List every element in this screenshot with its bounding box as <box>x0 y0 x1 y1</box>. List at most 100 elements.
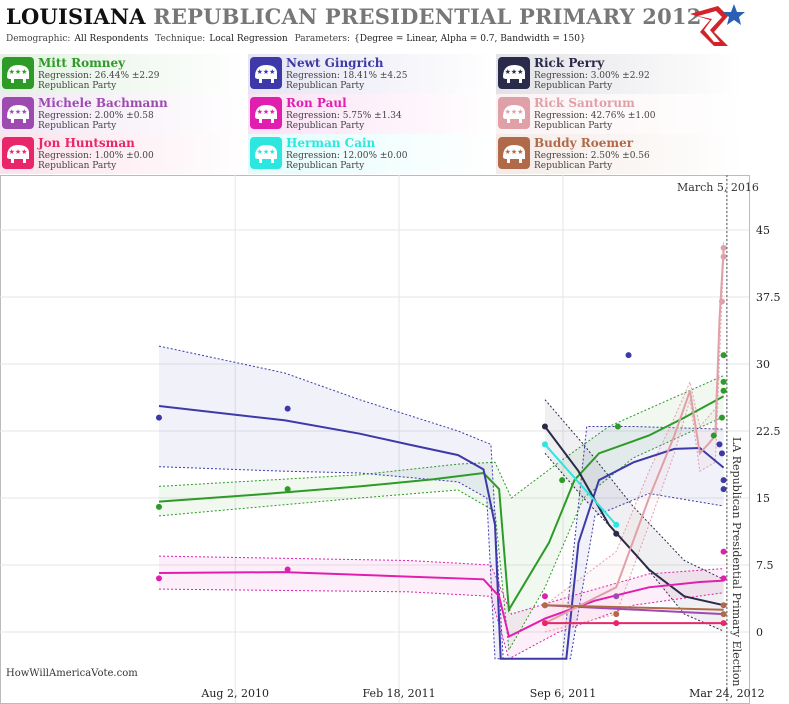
elephant-icon: ★★★ <box>2 137 34 169</box>
elephant-icon: ★★★ <box>250 137 282 169</box>
series-line <box>544 425 724 607</box>
technique-value: Local Regression <box>209 34 288 44</box>
candidate-name: Rick Santorum <box>534 96 635 110</box>
legend-item[interactable]: ★★★ Rick Santorum Regression: 42.76% ±1.00… <box>496 94 758 134</box>
demographic-label: Demographic: <box>6 34 71 44</box>
candidate-name: Jon Huntsman <box>38 136 135 150</box>
legend-item[interactable]: ★★★ Michele Bachmann Regression: 2.00% ±0.… <box>0 94 262 134</box>
y-tick-label: 45 <box>756 224 770 237</box>
x-tick-label: Aug 2, 2010 <box>200 687 269 700</box>
candidate-legend: ★★★ Mitt Romney Regression: 26.44% ±2.29 Re… <box>0 54 789 174</box>
confidence-band <box>159 556 724 659</box>
legend-item[interactable]: ★★★ Newt Gingrich Regression: 18.41% ±4.25… <box>248 54 510 94</box>
x-tick-label: Mar 24, 2012 <box>689 687 765 700</box>
band-upper-line <box>158 555 724 615</box>
candidate-regression: Regression: 26.44% ±2.29 <box>38 71 160 81</box>
candidate-name: Ron Paul <box>286 96 347 110</box>
data-point <box>613 611 620 618</box>
candidate-regression: Regression: 1.00% ±0.00 <box>38 151 154 161</box>
data-point <box>541 593 548 600</box>
data-point <box>541 620 548 627</box>
candidate-regression: Regression: 2.00% ±0.58 <box>38 111 154 121</box>
candidate-regression: Regression: 18.41% ±4.25 <box>286 71 408 81</box>
data-point <box>155 414 162 421</box>
elephant-icon: ★★★ <box>2 57 34 89</box>
candidate-party: Republican Party <box>534 81 613 91</box>
candidate-name: Buddy Roemer <box>534 136 634 150</box>
data-point <box>625 352 632 359</box>
legend-item[interactable]: ★★★ Jon Huntsman Regression: 1.00% ±0.00 Re… <box>0 134 262 174</box>
svg-text:★★★: ★★★ <box>257 148 276 156</box>
series-line <box>158 571 724 638</box>
parameters-label: Parameters: <box>294 34 351 44</box>
data-point <box>720 477 727 484</box>
data-point <box>541 441 548 448</box>
series-line <box>158 405 725 660</box>
candidate-regression: Regression: 42.76% ±1.00 <box>534 111 656 121</box>
data-point <box>720 575 727 582</box>
y-tick-label: 22.5 <box>756 425 781 438</box>
y-tick-label: 37.5 <box>756 291 781 304</box>
plot-frame <box>0 175 750 704</box>
legend-item[interactable]: ★★★ Buddy Roemer Regression: 2.50% ±0.56 Re… <box>496 134 758 174</box>
data-point <box>710 432 717 439</box>
data-point <box>720 253 727 260</box>
svg-text:★★★: ★★★ <box>505 108 524 116</box>
source-credit[interactable]: HowWillAmericaVote.com <box>6 668 138 679</box>
legend-item[interactable]: ★★★ Rick Perry Regression: 3.00% ±2.92 Repu… <box>496 54 758 94</box>
svg-text:★★★: ★★★ <box>505 148 524 156</box>
elephant-icon: ★★★ <box>498 137 530 169</box>
chart: LA Republican Presidential Primary Elect… <box>0 175 789 704</box>
header: LOUISIANA REPUBLICAN PRESIDENTIAL PRIMAR… <box>0 0 789 54</box>
data-point <box>284 486 291 493</box>
data-point <box>720 611 727 618</box>
candidate-party: Republican Party <box>286 81 365 91</box>
data-point <box>613 620 620 627</box>
candidate-name: Michele Bachmann <box>38 96 168 110</box>
data-point <box>720 387 727 394</box>
data-point <box>284 566 291 573</box>
page-title: LOUISIANA REPUBLICAN PRESIDENTIAL PRIMAR… <box>6 4 702 29</box>
data-point <box>614 423 621 430</box>
y-tick-label: 0 <box>756 626 763 639</box>
y-tick-label: 30 <box>756 358 770 371</box>
band-lower-line <box>158 466 724 660</box>
data-point <box>541 602 548 609</box>
demographic-value: All Respondents <box>74 34 149 44</box>
chart-svg: LA Republican Presidential Primary Elect… <box>0 175 781 704</box>
x-tick-label: Feb 18, 2011 <box>363 687 436 700</box>
candidate-name: Newt Gingrich <box>286 56 384 70</box>
candidate-name: Rick Perry <box>534 56 605 70</box>
x-tick-label: Sep 6, 2011 <box>530 687 597 700</box>
data-point <box>613 521 620 528</box>
candidate-party: Republican Party <box>534 161 613 171</box>
data-point <box>718 414 725 421</box>
confidence-band <box>159 375 724 650</box>
elephant-icon: ★★★ <box>250 57 282 89</box>
data-point <box>541 423 548 430</box>
confidence-band <box>159 346 724 659</box>
candidate-regression: Regression: 2.50% ±0.56 <box>534 151 650 161</box>
data-point <box>613 530 620 537</box>
legend-item[interactable]: ★★★ Herman Cain Regression: 12.00% ±0.00 Re… <box>248 134 510 174</box>
data-point <box>720 602 727 609</box>
candidate-regression: Regression: 3.00% ±2.92 <box>534 71 650 81</box>
site-logo-icon[interactable] <box>688 2 746 50</box>
data-point <box>720 244 727 251</box>
band-upper-line <box>158 345 724 660</box>
svg-text:★★★: ★★★ <box>257 68 276 76</box>
parameters-line: Demographic: All Respondents Technique: Lo… <box>6 34 590 44</box>
data-point <box>720 620 727 627</box>
data-point <box>155 575 162 582</box>
parameters-value: {Degree = Linear, Alpha = 0.7, Bandwidth… <box>354 34 586 44</box>
svg-text:★★★: ★★★ <box>9 148 28 156</box>
legend-item[interactable]: ★★★ Ron Paul Regression: 5.75% ±1.34 Republ… <box>248 94 510 134</box>
elephant-icon: ★★★ <box>498 57 530 89</box>
candidate-party: Republican Party <box>286 121 365 131</box>
series-line <box>544 249 725 624</box>
candidate-name: Mitt Romney <box>38 56 126 70</box>
candidate-name: Herman Cain <box>286 136 376 150</box>
legend-item[interactable]: ★★★ Mitt Romney Regression: 26.44% ±2.29 Re… <box>0 54 262 94</box>
date-label: March 5, 2016 <box>677 181 759 194</box>
candidate-party: Republican Party <box>534 121 613 131</box>
